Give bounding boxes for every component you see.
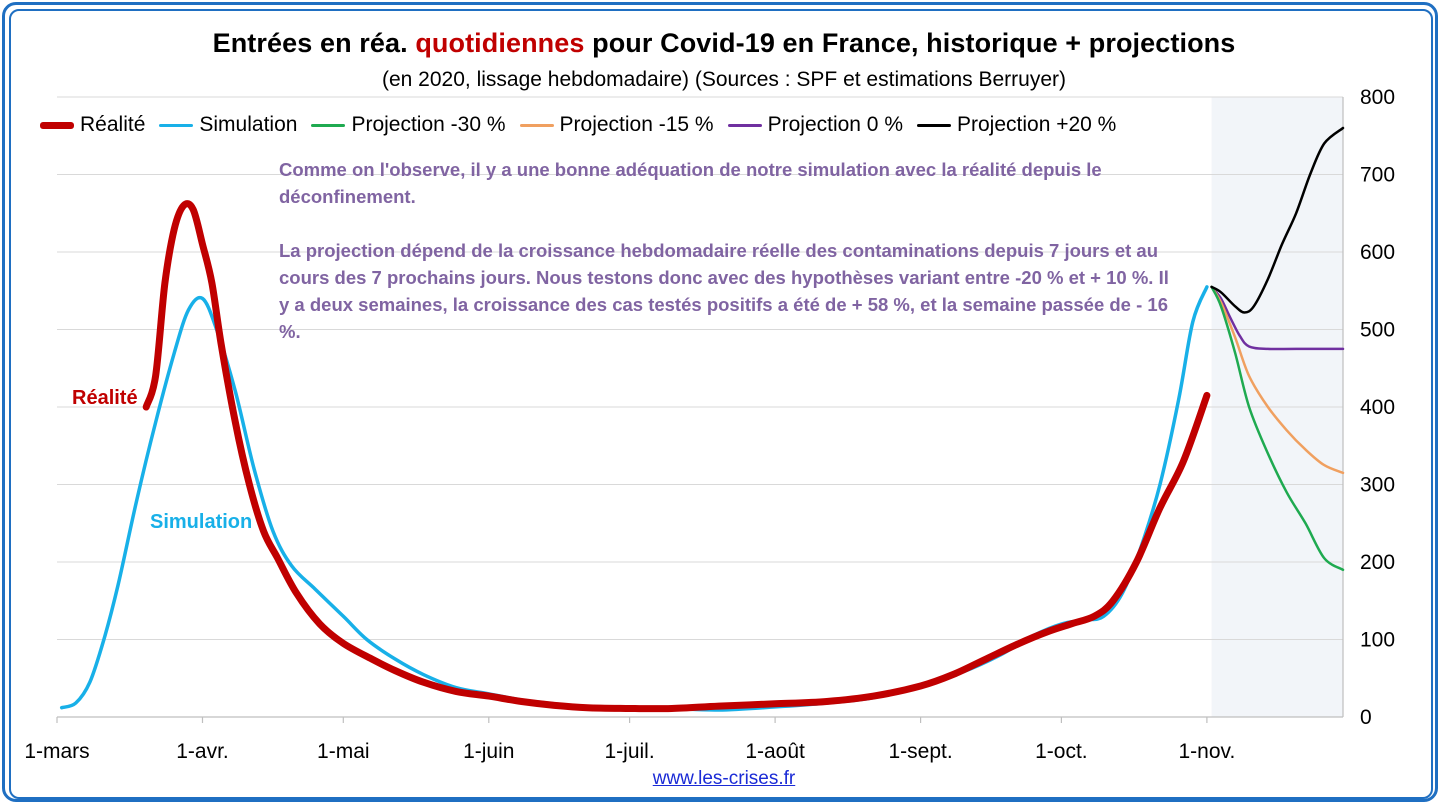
legend-swatch-proj_0 — [727, 123, 762, 127]
series-line-proj_m30 — [1210, 285, 1345, 572]
y-tick-label-400: 400 — [1360, 396, 1395, 419]
chart-legend: Réalité Simulation Projection -30 % Project… — [40, 112, 1130, 138]
x-tick-label-3: 1-juin — [463, 740, 514, 763]
legend-label-proj_m30: Projection -30 % — [351, 113, 506, 136]
legend-item-simulation: Simulation — [159, 113, 297, 137]
annotation-paragraph-1: Comme on l'observe, il y a une bonne adé… — [279, 159, 1102, 207]
x-tick-label-2: 1-mai — [317, 740, 370, 763]
series-line-proj_m15 — [1210, 285, 1345, 475]
legend-label-proj_p20: Projection +20 % — [957, 113, 1117, 136]
legend-item-realite: Réalité — [40, 113, 145, 137]
legend-label-proj_0: Projection 0 % — [767, 113, 903, 136]
x-tick-label-5: 1-août — [745, 740, 805, 763]
legend-label-proj_m15: Projection -15 % — [559, 113, 714, 136]
chart-subtitle: (en 2020, lissage hebdomadaire) (Sources… — [382, 68, 1066, 91]
legend-item-proj_0: Projection 0 % — [727, 113, 903, 137]
chart-title: Entrées en réa. quotidiennes pour Covid-… — [212, 28, 1236, 58]
y-tick-label-700: 700 — [1360, 164, 1395, 187]
series-line-proj_0 — [1210, 285, 1345, 351]
x-tick-label-6: 1-sept. — [888, 740, 952, 763]
inner-frame — [9, 9, 1433, 799]
y-tick-label-600: 600 — [1360, 241, 1395, 264]
y-tick-label-300: 300 — [1360, 474, 1395, 497]
x-tick-label-7: 1-oct. — [1035, 740, 1088, 763]
x-tick-label-1: 1-avr. — [176, 740, 229, 763]
x-tick-label-4: 1-juil. — [605, 740, 655, 763]
annotation-paragraph-2: La projection dépend de la croissance he… — [279, 240, 1169, 342]
series-line-proj_p20 — [1210, 126, 1345, 314]
label-simulation: Simulation — [150, 511, 252, 533]
x-tick-label-0: 1-mars — [24, 740, 89, 763]
legend-label-simulation: Simulation — [199, 113, 298, 136]
y-tick-label-500: 500 — [1360, 319, 1395, 342]
legend-item-proj_m30: Projection -30 % — [311, 113, 506, 137]
legend-swatch-proj_m30 — [311, 123, 346, 127]
legend-label-realite: Réalité — [80, 113, 146, 136]
legend-swatch-proj_p20 — [917, 123, 951, 127]
title-highlight: quotidiennes — [415, 28, 585, 58]
series-line-realite — [142, 200, 1211, 713]
series-line-simulation — [59, 285, 1209, 712]
y-tick-label-800: 800 — [1360, 86, 1395, 109]
legend-swatch-realite — [40, 121, 74, 129]
source-link[interactable]: www.les-crises.fr — [652, 768, 796, 789]
chart-annotation: Comme on l'observe, il y a une bonne adé… — [279, 156, 1179, 345]
label-realite: Réalité — [72, 387, 138, 409]
y-tick-label-200: 200 — [1360, 551, 1395, 574]
y-tick-label-100: 100 — [1360, 629, 1395, 652]
legend-item-proj_m15: Projection -15 % — [519, 113, 714, 137]
y-tick-label-0: 0 — [1360, 706, 1372, 729]
legend-swatch-proj_m15 — [519, 123, 554, 127]
legend-item-proj_p20: Projection +20 % — [917, 113, 1116, 137]
legend-swatch-simulation — [159, 123, 194, 127]
x-tick-label-8: 1-nov. — [1178, 740, 1235, 763]
outer-frame — [2, 2, 1438, 802]
